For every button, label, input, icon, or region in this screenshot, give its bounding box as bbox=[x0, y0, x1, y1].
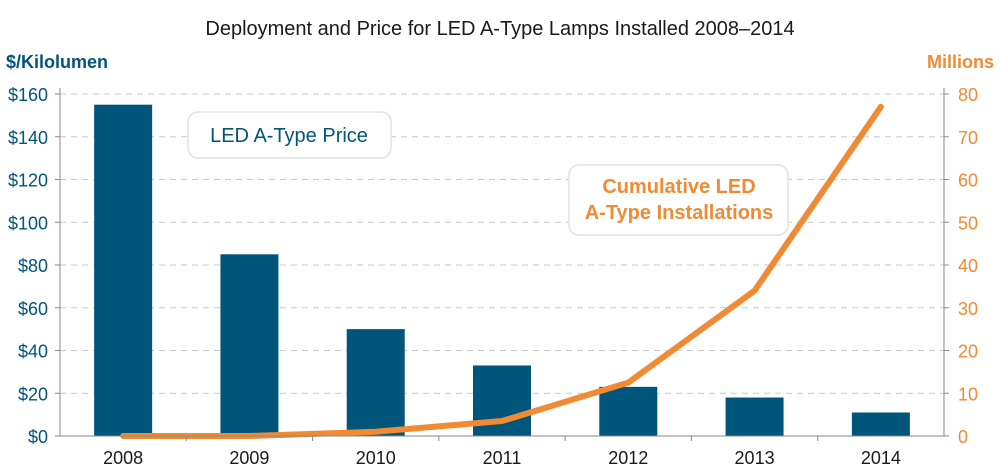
x-tick-label: 2010 bbox=[356, 448, 396, 468]
installations-point-2012 bbox=[625, 380, 631, 386]
bar-2008 bbox=[94, 104, 153, 436]
installations-point-2011 bbox=[499, 418, 505, 424]
y-left-tick-label: $140 bbox=[8, 128, 48, 148]
y-axis-left-label: $/Kilolumen bbox=[6, 52, 109, 72]
x-tick-label: 2014 bbox=[861, 448, 901, 468]
installations-callout-line-2: A-Type Installations bbox=[585, 202, 774, 224]
installations-callout-line-1: Cumulative LED bbox=[602, 176, 755, 198]
bar-2010 bbox=[346, 329, 405, 436]
bar-2014 bbox=[851, 412, 910, 436]
bar-2012 bbox=[599, 386, 658, 436]
y-left-tick-label: $0 bbox=[28, 427, 48, 447]
installations-callout: Cumulative LED A-Type Installations bbox=[568, 164, 789, 236]
y-left-tick-label: $80 bbox=[18, 256, 48, 276]
y-left-tick-label: $20 bbox=[18, 384, 48, 404]
x-tick-label: 2008 bbox=[103, 448, 143, 468]
price-callout-text: LED A-Type Price bbox=[210, 125, 368, 147]
x-tick-label: 2009 bbox=[229, 448, 269, 468]
y-right-tick-label: 70 bbox=[958, 128, 978, 148]
bar-2013 bbox=[725, 397, 784, 436]
installations-point-2014 bbox=[878, 104, 884, 110]
y-right-tick-label: 10 bbox=[958, 384, 978, 404]
y-right-tick-label: 50 bbox=[958, 213, 978, 233]
installations-point-2013 bbox=[752, 288, 758, 294]
y-left-tick-label: $100 bbox=[8, 213, 48, 233]
y-right-tick-label: 0 bbox=[958, 427, 968, 447]
installations-point-2010 bbox=[373, 429, 379, 435]
x-tick-label: 2012 bbox=[608, 448, 648, 468]
y-right-tick-label: 30 bbox=[958, 299, 978, 319]
y-axis-right-label: Millions bbox=[927, 52, 994, 72]
bar-2009 bbox=[220, 254, 279, 436]
x-tick-label: 2011 bbox=[483, 448, 522, 468]
y-right-tick-label: 60 bbox=[958, 171, 978, 191]
y-right-tick-label: 40 bbox=[958, 256, 978, 276]
y-left-tick-label: $160 bbox=[8, 85, 48, 105]
chart-title: Deployment and Price for LED A-Type Lamp… bbox=[205, 18, 795, 40]
y-left-tick-label: $40 bbox=[18, 342, 48, 362]
y-right-tick-label: 20 bbox=[958, 342, 978, 362]
x-tick-label: 2013 bbox=[735, 448, 775, 468]
bar-series bbox=[94, 104, 910, 436]
price-callout: LED A-Type Price bbox=[187, 111, 392, 159]
y-left-tick-label: $120 bbox=[8, 171, 48, 191]
axes: $0 0 $20 10 $40 20 $60 30 $80 40 $100 50 $120 60 $140 7… bbox=[8, 85, 978, 468]
y-left-tick-label: $60 bbox=[18, 299, 48, 319]
y-right-tick-label: 80 bbox=[958, 85, 978, 105]
